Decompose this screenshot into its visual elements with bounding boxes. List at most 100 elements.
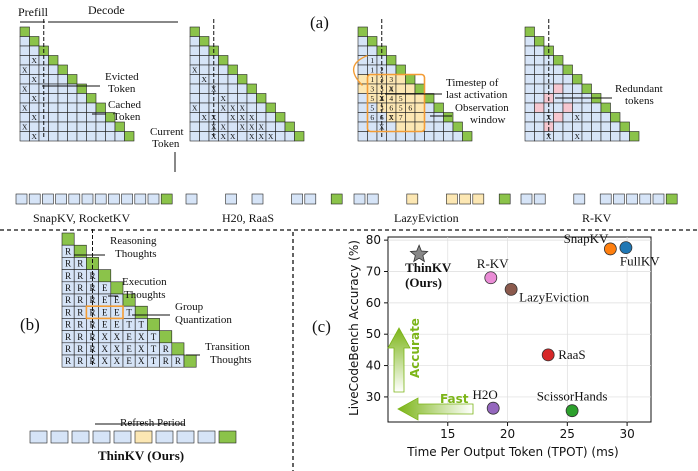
evicted-x-mark: X	[202, 113, 208, 122]
kv-cell	[57, 131, 68, 142]
thought-type-mark: R	[89, 295, 95, 305]
kv-cell	[29, 36, 40, 47]
kv-cell	[57, 102, 68, 113]
kv-strip-cell	[446, 193, 458, 205]
kv-cell	[562, 102, 573, 113]
kv-strip-cell	[121, 193, 133, 205]
kv-cell	[57, 93, 68, 104]
kv-cell	[19, 74, 30, 85]
kv-cell	[48, 83, 59, 94]
point-raas	[541, 348, 555, 362]
activation-arc	[353, 54, 368, 86]
kv-strips	[15, 193, 678, 205]
panel-c-tag: (c)	[312, 317, 331, 336]
y-tick-label: 60	[366, 296, 381, 310]
kv-cell	[57, 112, 68, 123]
kv-cell	[367, 121, 378, 132]
kv-strip-cell	[533, 193, 546, 205]
thinkv-strip-cell	[197, 430, 216, 444]
kv-cell	[105, 121, 116, 132]
kv-cell	[414, 131, 425, 142]
thought-type-mark: T	[139, 320, 145, 330]
reasoning-note-2: Thoughts	[115, 248, 157, 260]
point-label-snapkv: SnapKV	[564, 231, 609, 246]
evicted-x-mark: X	[32, 56, 38, 65]
thought-type-mark: R	[89, 271, 95, 281]
kv-cell	[67, 112, 78, 123]
kv-cell	[414, 112, 425, 123]
cached-note-1: Cached	[108, 99, 141, 111]
kv-cell	[424, 121, 435, 132]
kv-cell	[405, 112, 416, 123]
thought-type-mark: R	[65, 344, 71, 354]
kv-cell	[48, 131, 59, 142]
kv-cell	[95, 121, 106, 132]
kv-cell	[591, 121, 602, 132]
evicted-note-1: Evicted	[105, 71, 139, 83]
kv-cell	[199, 93, 210, 104]
kv-cell	[395, 83, 406, 94]
kv-cell	[199, 121, 210, 132]
kv-cell	[227, 74, 238, 85]
group-note-1: Group	[175, 301, 204, 313]
thought-type-mark: X	[138, 356, 145, 366]
kv-cell	[237, 74, 248, 85]
accurate-label: Accurate	[408, 318, 422, 378]
kv-cell	[76, 102, 87, 113]
thought-type-mark: R	[77, 356, 83, 366]
transition-note-2: Thoughts	[210, 354, 252, 366]
kv-cell	[443, 112, 454, 123]
activation-timestep: 3	[380, 94, 384, 103]
y-tick-label: 70	[366, 264, 381, 278]
cached-note-2: Token	[113, 111, 141, 123]
kv-cell	[227, 121, 238, 132]
kv-cell	[405, 131, 416, 142]
thought-type-mark: R	[65, 320, 71, 330]
kv-cell	[619, 131, 630, 142]
method-label-rkv: R-KV	[582, 211, 612, 225]
x-tick-label: 20	[500, 427, 515, 441]
y-ticks: 30 40 50 60 70 80	[366, 233, 388, 404]
kv-cell	[189, 26, 200, 37]
thinkv-triangle: RRRRRRRRRERRREERRREETRRREETTRRRXXEXTRRRX…	[61, 229, 197, 368]
kv-cell	[199, 36, 210, 47]
kv-cell	[591, 131, 602, 142]
activation-timestep: 5	[399, 94, 403, 103]
evicted-x-mark: X	[240, 123, 246, 132]
kv-cell	[57, 121, 68, 132]
kv-strip-cell	[406, 193, 419, 205]
kv-cell	[86, 102, 97, 113]
kv-cell	[246, 93, 257, 104]
kv-cell	[57, 83, 68, 94]
thought-type-mark: E	[126, 344, 132, 354]
kv-cell	[452, 121, 463, 132]
kv-cell	[29, 64, 40, 75]
kv-cell	[534, 74, 545, 85]
activation-timestep: 1	[370, 75, 374, 84]
point-r-kv	[484, 271, 498, 285]
kv-cell	[124, 131, 135, 142]
kv-cell	[357, 83, 368, 94]
prefill-label: Prefill	[18, 5, 49, 19]
kv-cell	[572, 74, 583, 85]
kv-cell	[189, 131, 200, 142]
accurate-arrow	[387, 327, 411, 393]
kv-cell	[76, 112, 87, 123]
evicted-x-mark: X	[221, 132, 227, 141]
kv-cell	[76, 83, 87, 94]
activation-timestep: 4	[389, 85, 393, 94]
thought-type-mark: R	[65, 307, 71, 317]
kv-cell	[86, 121, 97, 132]
kv-strip-cell	[251, 193, 264, 205]
evicted-x-mark: X	[575, 113, 581, 122]
group-note-2: Quantization	[175, 314, 232, 326]
kv-cell	[275, 121, 286, 132]
kv-cell	[553, 64, 564, 75]
kv-cell	[67, 121, 78, 132]
kv-cell	[256, 93, 267, 104]
thought-type-mark: R	[77, 271, 83, 281]
kv-cell	[591, 112, 602, 123]
kv-strip-cell	[652, 193, 665, 205]
kv-cell	[357, 112, 368, 123]
kv-cell	[414, 121, 425, 132]
